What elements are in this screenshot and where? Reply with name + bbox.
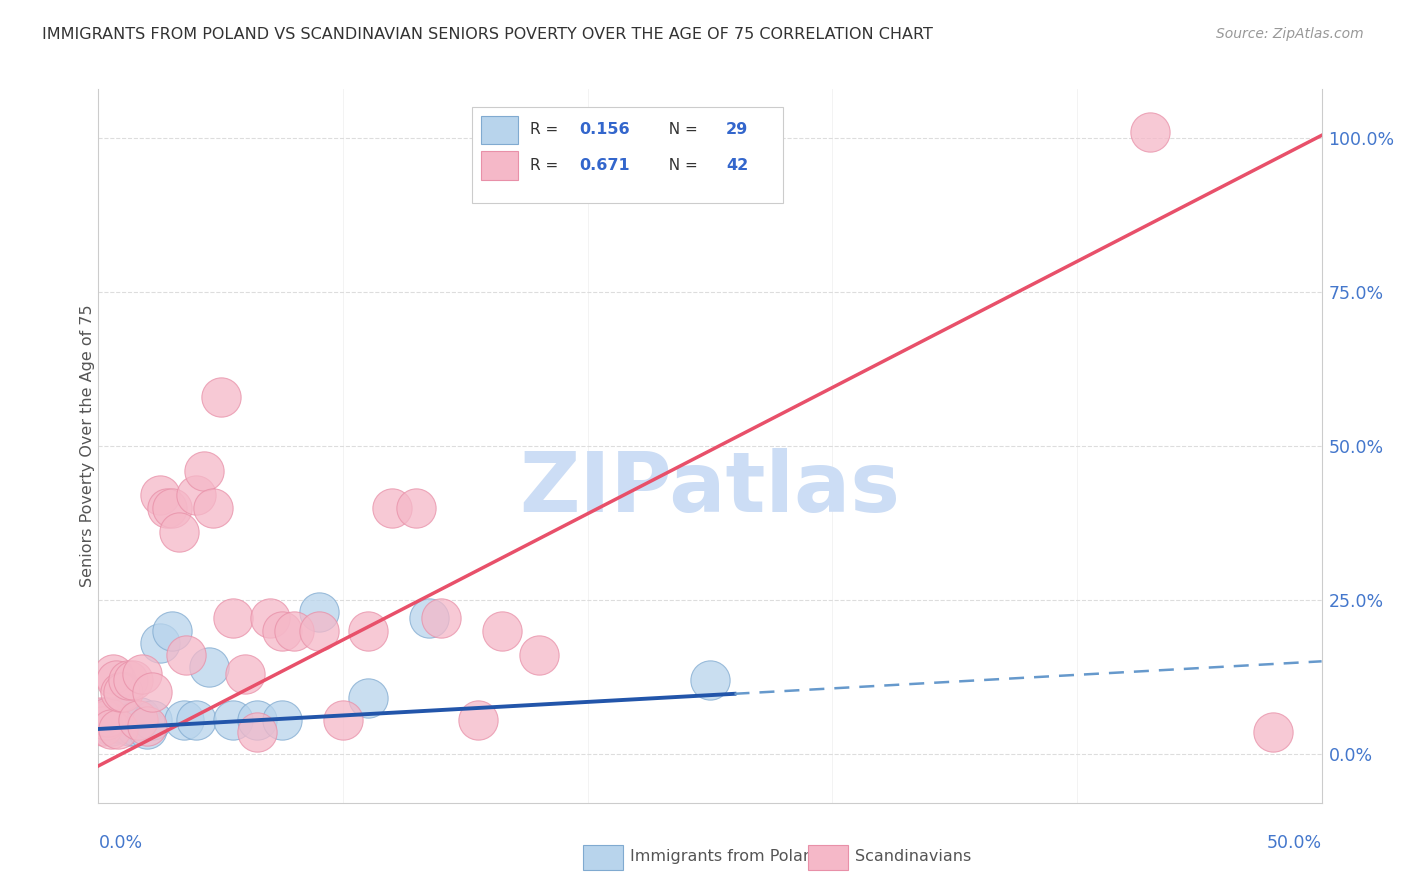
Point [120, 719, 142, 733]
Point [131, 666, 153, 681]
Point [91, 719, 114, 733]
Point [100, 722, 122, 736]
Point [270, 624, 294, 638]
Point [1139, 125, 1161, 139]
Text: 50.0%: 50.0% [1267, 834, 1322, 852]
Point [233, 666, 256, 681]
Point [101, 666, 124, 681]
Point [111, 685, 134, 699]
Point [90, 713, 112, 727]
Point [430, 611, 453, 625]
Point [101, 709, 124, 723]
Point [107, 722, 129, 736]
Point [94, 709, 117, 723]
Point [197, 660, 219, 674]
Point [100, 719, 122, 733]
Point [270, 713, 294, 727]
Point [141, 685, 163, 699]
Point [467, 713, 489, 727]
Text: Source: ZipAtlas.com: Source: ZipAtlas.com [1216, 27, 1364, 41]
Text: R =: R = [530, 158, 564, 173]
Text: R =: R = [530, 122, 564, 137]
Text: Scandinavians: Scandinavians [855, 849, 972, 863]
Point [124, 719, 146, 733]
Point [136, 719, 159, 733]
Point [114, 706, 136, 721]
Bar [481, 116, 517, 145]
Point [308, 605, 330, 619]
Point [356, 624, 378, 638]
Point [149, 488, 172, 502]
Point [90, 709, 112, 723]
Point [186, 713, 208, 727]
Point [94, 713, 117, 727]
Point [332, 713, 354, 727]
Point [1261, 725, 1284, 739]
Point [193, 464, 215, 478]
Text: Immigrants from Poland: Immigrants from Poland [630, 849, 824, 863]
Point [246, 713, 269, 727]
Point [202, 500, 225, 515]
Point [97, 713, 120, 727]
Text: ZIPatlas: ZIPatlas [520, 449, 900, 529]
Point [97, 709, 120, 723]
Point [527, 648, 550, 662]
Point [117, 673, 139, 687]
Text: 0.156: 0.156 [579, 122, 630, 137]
Point [308, 624, 330, 638]
Point [246, 725, 269, 739]
Text: 42: 42 [725, 158, 748, 173]
Text: N =: N = [658, 158, 702, 173]
Point [110, 685, 132, 699]
Point [136, 722, 159, 736]
Point [141, 713, 163, 727]
Point [699, 673, 721, 687]
Point [222, 611, 245, 625]
Text: IMMIGRANTS FROM POLAND VS SCANDINAVIAN SENIORS POVERTY OVER THE AGE OF 75 CORREL: IMMIGRANTS FROM POLAND VS SCANDINAVIAN S… [42, 27, 934, 42]
Point [491, 624, 513, 638]
Point [167, 525, 190, 540]
Y-axis label: Seniors Poverty Over the Age of 75: Seniors Poverty Over the Age of 75 [80, 305, 94, 587]
Point [176, 648, 198, 662]
Point [405, 500, 427, 515]
FancyBboxPatch shape [471, 107, 783, 203]
Point [222, 713, 245, 727]
Point [160, 624, 183, 638]
Point [259, 611, 281, 625]
Point [156, 500, 179, 515]
Point [104, 713, 127, 727]
Point [129, 709, 152, 723]
Point [149, 636, 172, 650]
Point [91, 715, 114, 730]
Point [381, 500, 404, 515]
Point [418, 611, 440, 625]
Text: 29: 29 [725, 122, 748, 137]
Text: N =: N = [658, 122, 702, 137]
Point [173, 713, 195, 727]
Point [111, 709, 134, 723]
Point [107, 715, 129, 730]
Text: 0.0%: 0.0% [98, 834, 142, 852]
Point [121, 673, 143, 687]
Point [127, 713, 149, 727]
Point [186, 488, 208, 502]
Point [117, 715, 139, 730]
Point [110, 713, 132, 727]
Bar [481, 152, 517, 180]
Point [209, 390, 232, 404]
Text: 0.671: 0.671 [579, 158, 630, 173]
Point [160, 500, 183, 515]
Point [104, 673, 127, 687]
Point [283, 624, 305, 638]
Point [356, 691, 378, 706]
